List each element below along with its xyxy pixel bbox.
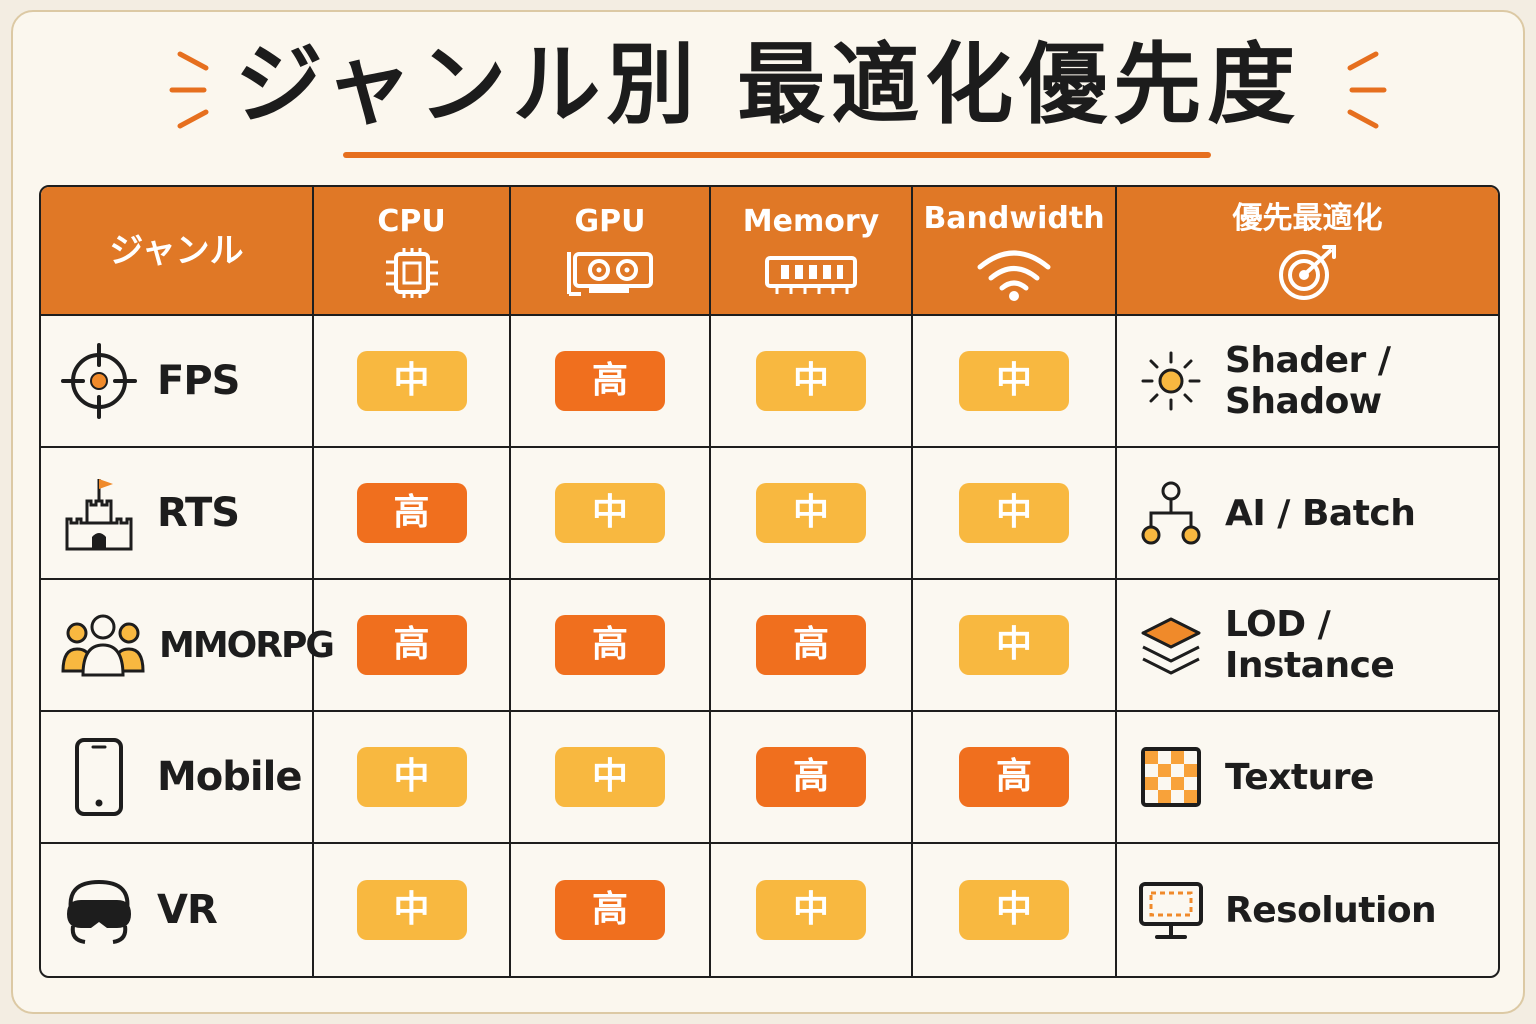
group-icon (61, 614, 145, 677)
hierarchy-icon (1141, 481, 1201, 545)
wifi-icon (977, 250, 1051, 301)
page-title: ジャンル別 最適化優先度 (234, 33, 1302, 136)
title-underline (343, 152, 1211, 158)
table-header-row: ジャンル CPU GPU (41, 187, 1498, 316)
optimization-label: Texture (1225, 756, 1374, 798)
header-bandwidth-label: Bandwidth (923, 200, 1105, 236)
gpu-cell: 高 (511, 316, 711, 448)
burst-right-icon (1347, 51, 1387, 129)
optimization-cell: LOD / Instance (1117, 580, 1498, 712)
level-badge: 高 (555, 880, 665, 940)
genre-name: VR (157, 887, 218, 933)
smartphone-icon (75, 738, 123, 816)
level-badge: 中 (356, 747, 467, 807)
optimization-label: AI / Batch (1225, 492, 1416, 534)
bandwidth-cell: 中 (913, 580, 1117, 712)
memory-module-icon (765, 255, 857, 294)
header-gpu-label: GPU (574, 203, 646, 239)
optimization-cell: Shader / Shadow (1117, 316, 1498, 448)
memory-cell: 高 (711, 712, 913, 844)
bandwidth-cell: 中 (913, 844, 1117, 976)
optimization-cell: Resolution (1117, 844, 1498, 976)
memory-cell: 高 (711, 580, 913, 712)
cpu-chip-icon (385, 247, 438, 298)
genre-name: FPS (157, 358, 240, 404)
target-icon (1278, 244, 1336, 300)
header-genre-label: ジャンル (109, 230, 244, 271)
header-cpu: CPU (314, 187, 511, 316)
layers-icon (1141, 617, 1201, 675)
header-gpu: GPU (511, 187, 711, 316)
castle-icon (65, 479, 133, 551)
level-badge: 中 (356, 351, 467, 411)
bandwidth-cell: 高 (913, 712, 1117, 844)
header-bandwidth: Bandwidth (913, 187, 1117, 316)
header-priority-label: 優先最適化 (1232, 200, 1383, 236)
gpu-cell: 高 (511, 580, 711, 712)
level-badge: 中 (555, 483, 665, 543)
table-row-vr: VR 中 高 中 中 Resolution (41, 844, 1498, 976)
level-badge: 中 (959, 351, 1069, 411)
header-genre: ジャンル (41, 187, 314, 316)
title-area: ジャンル別 最適化優先度 (0, 30, 1536, 150)
level-badge: 高 (756, 747, 866, 807)
optimization-cell: Texture (1117, 712, 1498, 844)
level-badge: 高 (356, 615, 467, 675)
gpu-cell: 中 (511, 448, 711, 580)
monitor-icon (1139, 882, 1203, 939)
crosshair-icon (61, 343, 137, 419)
burst-left-icon (169, 51, 209, 129)
cpu-cell: 中 (314, 844, 511, 976)
header-memory: Memory (711, 187, 913, 316)
header-memory-label: Memory (742, 203, 880, 239)
level-badge: 高 (756, 615, 866, 675)
genre-cell: VR (41, 844, 314, 976)
optimization-label: LOD / Instance (1225, 604, 1395, 686)
genre-cell: MMORPG (41, 580, 335, 712)
cpu-cell: 高 (314, 448, 511, 580)
table-row-mmorpg: MMORPG 高 高 高 中 LOD / Instance (41, 580, 1498, 712)
level-badge: 高 (555, 615, 665, 675)
genre-cell: RTS (41, 448, 314, 580)
gpu-cell: 中 (511, 712, 711, 844)
header-cpu-label: CPU (377, 203, 446, 239)
level-badge: 中 (756, 351, 866, 411)
cpu-cell: 高 (314, 580, 511, 712)
level-badge: 中 (756, 483, 866, 543)
optimization-label: Shader / Shadow (1225, 340, 1391, 422)
vr-headset-icon (67, 879, 131, 944)
memory-cell: 中 (711, 448, 913, 580)
gpu-cell: 高 (511, 844, 711, 976)
genre-cell: FPS (41, 316, 314, 448)
priority-table: ジャンル CPU GPU (39, 185, 1500, 978)
memory-cell: 中 (711, 316, 913, 448)
table-row-mobile: Mobile 中 中 高 高 (41, 712, 1498, 844)
bandwidth-cell: 中 (913, 448, 1117, 580)
table-row-fps: FPS 中 高 中 中 S (41, 316, 1498, 448)
graphics-card-icon (567, 251, 653, 296)
checker-icon (1141, 747, 1201, 807)
cpu-cell: 中 (314, 316, 511, 448)
level-badge: 中 (555, 747, 665, 807)
genre-name: MMORPG (159, 624, 335, 666)
optimization-cell: AI / Batch (1117, 448, 1498, 580)
table-row-rts: RTS 高 中 中 中 AI / Batch (41, 448, 1498, 580)
level-badge: 中 (959, 615, 1069, 675)
optimization-label: Resolution (1225, 889, 1437, 931)
level-badge: 中 (959, 880, 1069, 940)
level-badge: 中 (356, 880, 467, 940)
cpu-cell: 中 (314, 712, 511, 844)
genre-name: RTS (157, 490, 240, 536)
bandwidth-cell: 中 (913, 316, 1117, 448)
memory-cell: 中 (711, 844, 913, 976)
level-badge: 高 (555, 351, 665, 411)
level-badge: 中 (959, 483, 1069, 543)
header-priority: 優先最適化 (1117, 187, 1498, 316)
genre-name: Mobile (157, 754, 302, 800)
sun-icon (1141, 351, 1201, 411)
level-badge: 高 (959, 747, 1069, 807)
genre-cell: Mobile (41, 712, 314, 844)
level-badge: 高 (356, 483, 467, 543)
level-badge: 中 (756, 880, 866, 940)
